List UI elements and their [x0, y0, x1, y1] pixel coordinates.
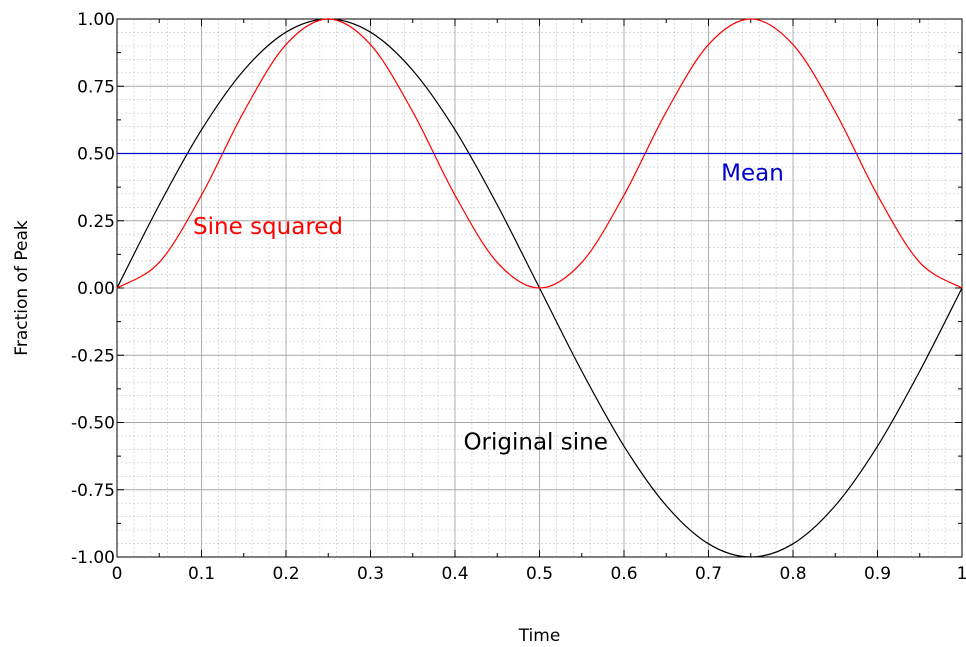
x-tick-label: 0.7 — [695, 564, 722, 584]
annotation-label: Mean — [721, 160, 784, 186]
annotation-label: Sine squared — [193, 214, 343, 240]
x-tick-label: 0.8 — [779, 564, 806, 584]
annotation-label: Original sine — [463, 429, 607, 455]
x-tick-label: 0.3 — [357, 564, 384, 584]
series-line-sine-squared — [116, 18, 963, 289]
x-tick-label: 0.1 — [188, 564, 215, 584]
x-tick-label: 1 — [957, 564, 966, 584]
x-tick-label: 0.2 — [272, 564, 299, 584]
y-tick-label: -0.75 — [71, 481, 115, 501]
y-tick-label: 0.00 — [77, 279, 115, 299]
x-tick-label: 0 — [112, 564, 123, 584]
y-axis-label: Fraction of Peak — [12, 220, 32, 356]
y-tick-label: -1.00 — [71, 548, 115, 568]
y-tick-label: 1.00 — [77, 10, 115, 30]
y-tick-labels: 1.00 0.75 0.50 0.25 0.00 -0.25 -0.50 -0.75 -1.00 — [71, 10, 115, 568]
x-tick-label: 0.4 — [441, 564, 468, 584]
y-tick-label: 0.25 — [77, 212, 115, 232]
series-lines — [116, 18, 963, 558]
y-tick-label: 0.75 — [77, 77, 115, 97]
y-tick-label: 0.50 — [77, 145, 115, 165]
annotations: Sine squared Mean Original sine — [193, 160, 784, 455]
x-axis-label: Time — [518, 626, 561, 646]
x-tick-label: 0.5 — [526, 564, 553, 584]
x-tick-label: 0.6 — [610, 564, 637, 584]
x-tick-label: 0.9 — [864, 564, 891, 584]
y-tick-label: -0.25 — [71, 346, 115, 366]
x-tick-labels: 0 0.1 0.2 0.3 0.4 0.5 0.6 0.7 0.8 0.9 1 — [112, 564, 966, 584]
y-tick-label: -0.50 — [71, 414, 115, 434]
